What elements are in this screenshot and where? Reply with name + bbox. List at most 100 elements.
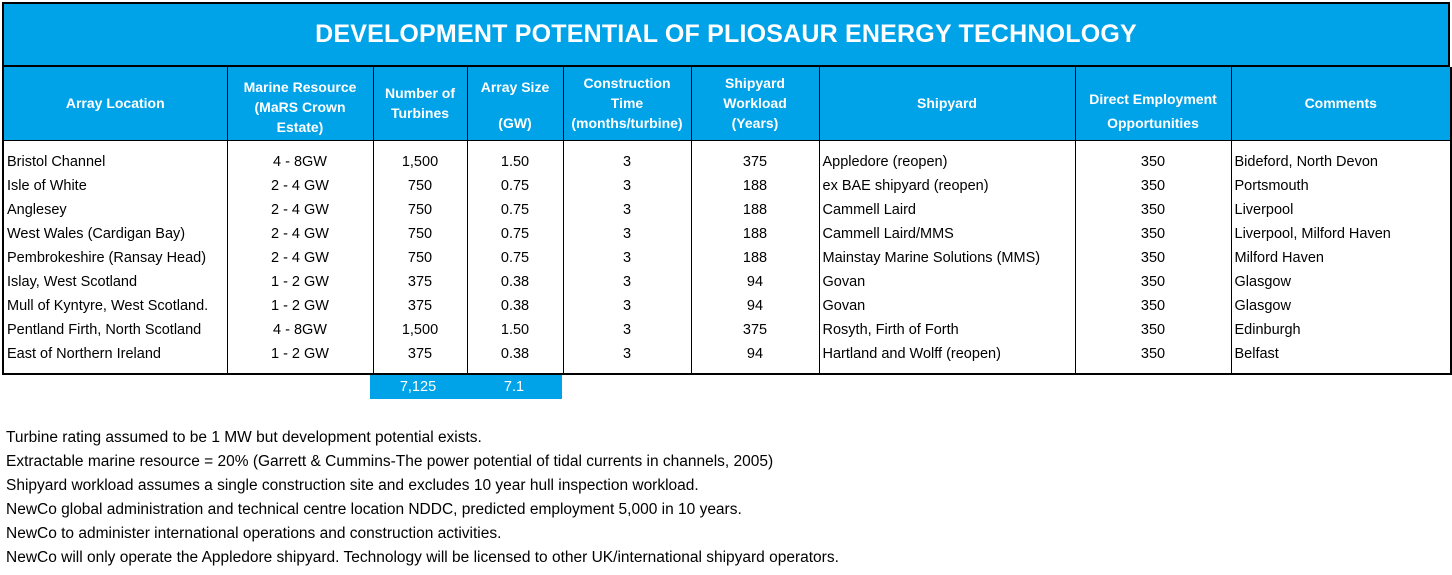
- cell-shipyard-workload: 375: [690, 140, 820, 174]
- cell-shipyard-workload: 188: [690, 222, 820, 246]
- cell-construction-time: 3: [562, 342, 692, 374]
- sheet-title: DEVELOPMENT POTENTIAL OF PLIOSAUR ENERGY…: [2, 2, 1450, 67]
- cell-location: Islay, West Scotland: [2, 270, 228, 294]
- cell-direct-employment: 350: [1074, 140, 1232, 174]
- cell-direct-employment: 350: [1074, 174, 1232, 198]
- cell-construction-time: 3: [562, 294, 692, 318]
- cell-construction-time: 3: [562, 318, 692, 342]
- cell-location: Pentland Firth, North Scotland: [2, 318, 228, 342]
- notes: Turbine rating assumed to be 1 MW but de…: [6, 426, 839, 570]
- cell-shipyard: Cammell Laird: [818, 198, 1076, 222]
- table-row: Pembrokeshire (Ransay Head) 2 - 4 GW 750 0.…: [2, 246, 1452, 270]
- cell-direct-employment: 350: [1074, 198, 1232, 222]
- cell-location: Pembrokeshire (Ransay Head): [2, 246, 228, 270]
- cell-direct-employment: 350: [1074, 318, 1232, 342]
- table-row: Mull of Kyntyre, West Scotland. 1 - 2 GW 3…: [2, 294, 1452, 318]
- note-line: NewCo will only operate the Appledore sh…: [6, 549, 839, 566]
- header-comments: Comments: [1230, 67, 1452, 141]
- cell-construction-time: 3: [562, 140, 692, 174]
- cell-direct-employment: 350: [1074, 294, 1232, 318]
- cell-shipyard: ex BAE shipyard (reopen): [818, 174, 1076, 198]
- cell-array-size: 0.38: [466, 270, 564, 294]
- note-line: NewCo to administer international operat…: [6, 525, 502, 542]
- table-row: Islay, West Scotland 1 - 2 GW 375 0.38 3 94 Go…: [2, 270, 1452, 294]
- spreadsheet: DEVELOPMENT POTENTIAL OF PLIOSAUR ENERGY…: [2, 2, 1452, 375]
- cell-location: Anglesey: [2, 198, 228, 222]
- cell-comments: Milford Haven: [1230, 246, 1452, 270]
- cell-construction-time: 3: [562, 174, 692, 198]
- cell-shipyard: Mainstay Marine Solutions (MMS): [818, 246, 1076, 270]
- cell-marine-resource: 2 - 4 GW: [226, 222, 374, 246]
- cell-comments: Glasgow: [1230, 270, 1452, 294]
- cell-location: East of Northern Ireland: [2, 342, 228, 374]
- table-row: Bristol Channel 4 - 8GW 1,500 1.50 3 375 Apple…: [2, 140, 1452, 174]
- header-shipyard-workload: Shipyard Workload (Years): [690, 67, 820, 141]
- development-table: Array Location Marine Resource (MaRS Crow…: [2, 67, 1452, 375]
- cell-comments: Liverpool, Milford Haven: [1230, 222, 1452, 246]
- cell-shipyard: Govan: [818, 270, 1076, 294]
- cell-shipyard-workload: 188: [690, 246, 820, 270]
- cell-marine-resource: 1 - 2 GW: [226, 342, 374, 374]
- cell-direct-employment: 350: [1074, 342, 1232, 374]
- totals-row: 7,125 7.1: [370, 375, 562, 399]
- cell-shipyard-workload: 94: [690, 294, 820, 318]
- note-line: Shipyard workload assumes a single const…: [6, 477, 699, 494]
- cell-location: Isle of White: [2, 174, 228, 198]
- cell-shipyard: Rosyth, Firth of Forth: [818, 318, 1076, 342]
- header-marine-resource: Marine Resource (MaRS Crown Estate): [226, 67, 374, 141]
- cell-construction-time: 3: [562, 270, 692, 294]
- cell-array-size: 0.75: [466, 198, 564, 222]
- cell-direct-employment: 350: [1074, 246, 1232, 270]
- cell-comments: Glasgow: [1230, 294, 1452, 318]
- cell-turbines: 375: [372, 342, 468, 374]
- cell-array-size: 0.75: [466, 222, 564, 246]
- cell-shipyard-workload: 188: [690, 198, 820, 222]
- cell-array-size: 0.38: [466, 342, 564, 374]
- cell-marine-resource: 4 - 8GW: [226, 318, 374, 342]
- table-row: East of Northern Ireland 1 - 2 GW 375 0.38 3…: [2, 342, 1452, 374]
- cell-direct-employment: 350: [1074, 222, 1232, 246]
- cell-comments: Bideford, North Devon: [1230, 140, 1452, 174]
- cell-array-size: 1.50: [466, 140, 564, 174]
- cell-direct-employment: 350: [1074, 270, 1232, 294]
- cell-turbines: 375: [372, 294, 468, 318]
- cell-marine-resource: 2 - 4 GW: [226, 246, 374, 270]
- total-array-size: 7.1: [466, 375, 562, 399]
- cell-turbines: 1,500: [372, 318, 468, 342]
- cell-turbines: 1,500: [372, 140, 468, 174]
- header-array-size: Array Size (GW): [466, 67, 564, 141]
- cell-marine-resource: 1 - 2 GW: [226, 294, 374, 318]
- header-shipyard: Shipyard: [818, 67, 1076, 141]
- note-line: Extractable marine resource = 20% (Garre…: [6, 453, 774, 470]
- cell-location: Bristol Channel: [2, 140, 228, 174]
- cell-location: Mull of Kyntyre, West Scotland.: [2, 294, 228, 318]
- cell-comments: Liverpool: [1230, 198, 1452, 222]
- note-line: NewCo global administration and technica…: [6, 501, 742, 518]
- cell-shipyard-workload: 375: [690, 318, 820, 342]
- table-body: Bristol Channel 4 - 8GW 1,500 1.50 3 375 Apple…: [2, 140, 1452, 374]
- cell-construction-time: 3: [562, 246, 692, 270]
- table-row: West Wales (Cardigan Bay) 2 - 4 GW 750 0.75…: [2, 222, 1452, 246]
- header-construction-time: Construction Time (months/turbine): [562, 67, 692, 141]
- cell-location: West Wales (Cardigan Bay): [2, 222, 228, 246]
- cell-turbines: 750: [372, 198, 468, 222]
- cell-array-size: 0.75: [466, 246, 564, 270]
- cell-shipyard: Govan: [818, 294, 1076, 318]
- cell-shipyard-workload: 94: [690, 270, 820, 294]
- cell-comments: Belfast: [1230, 342, 1452, 374]
- cell-marine-resource: 2 - 4 GW: [226, 174, 374, 198]
- cell-comments: Edinburgh: [1230, 318, 1452, 342]
- cell-turbines: 375: [372, 270, 468, 294]
- cell-comments: Portsmouth: [1230, 174, 1452, 198]
- note-line: Turbine rating assumed to be 1 MW but de…: [6, 429, 482, 446]
- cell-turbines: 750: [372, 174, 468, 198]
- cell-marine-resource: 1 - 2 GW: [226, 270, 374, 294]
- header-number-of-turbines: Number of Turbines: [372, 67, 468, 141]
- cell-shipyard: Hartland and Wolff (reopen): [818, 342, 1076, 374]
- header-row: Array Location Marine Resource (MaRS Crow…: [2, 67, 1452, 141]
- header-direct-employment: Direct Employment Opportunities: [1074, 67, 1232, 141]
- cell-turbines: 750: [372, 246, 468, 270]
- cell-shipyard-workload: 188: [690, 174, 820, 198]
- cell-marine-resource: 2 - 4 GW: [226, 198, 374, 222]
- cell-turbines: 750: [372, 222, 468, 246]
